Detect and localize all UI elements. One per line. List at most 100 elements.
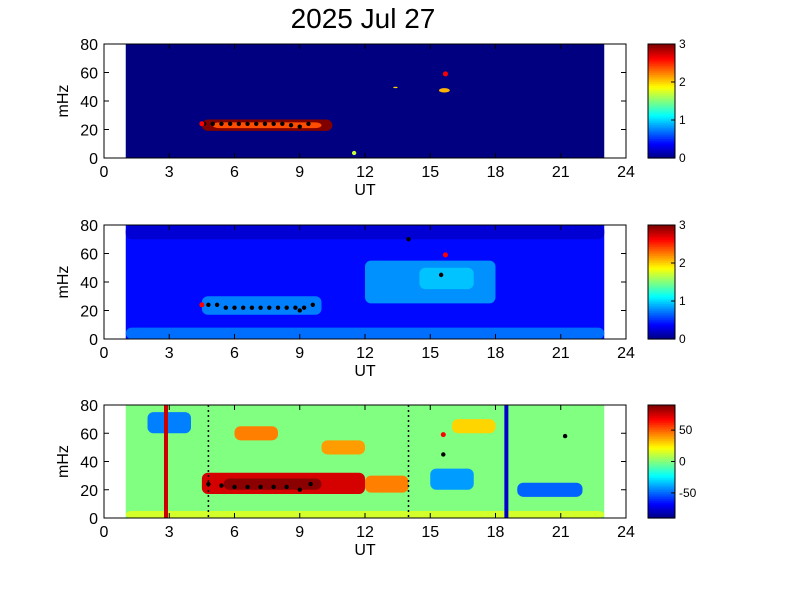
panel-2-colorbar-segment xyxy=(648,248,675,251)
panel-1-colorbar-segment xyxy=(648,115,675,118)
panel-2-marker-black xyxy=(275,305,281,310)
panel-3-colorbar-segment xyxy=(648,484,675,487)
panel-3-marker-black xyxy=(245,484,250,490)
panel-2-colorbar-segment xyxy=(648,299,675,303)
panel-3-colorbar-segment xyxy=(648,445,675,448)
panel-1-colorbar-segment xyxy=(648,63,675,66)
panel-2-colorbar-frame xyxy=(647,224,676,340)
panel-2-colorbar-segment xyxy=(648,258,675,262)
panel-2-colorbar-segment xyxy=(648,294,675,297)
panel-1-colorbar-segment xyxy=(648,117,675,120)
panel-2-colorbar-segment xyxy=(648,326,675,329)
panel-3-colorbar-segment xyxy=(648,454,675,457)
panel-2-colorbar-segment xyxy=(648,308,675,312)
panel-2-colorbar-segment xyxy=(648,225,675,228)
panel-1-colorbar-segment xyxy=(648,52,675,56)
panel-1-colorbar-segment xyxy=(648,149,675,152)
panel-3-colorbar-segment xyxy=(648,498,675,501)
panel-1-marker-black xyxy=(271,121,276,127)
panel-1-marker-red xyxy=(442,71,448,77)
panel-3-marker-black xyxy=(441,452,446,457)
panel-2-marker-red xyxy=(442,252,448,258)
panel-1-colorbar-frame xyxy=(647,43,676,159)
panel-1-colorbar-tick-label: 2 xyxy=(679,75,686,89)
panel-2-x-tick-label: 15 xyxy=(421,345,439,362)
panel-1-y-tick-label: 40 xyxy=(80,94,98,111)
panel-3-colorbar-segment xyxy=(648,412,675,415)
panel-2-heatmap-region xyxy=(125,327,605,339)
panel-3-colorbar-segment xyxy=(648,427,675,431)
panel-2-colorbar-segment xyxy=(648,285,675,288)
panel-1-x-axis-label: UT xyxy=(354,182,376,199)
panel-2-colorbar-segment xyxy=(648,296,675,299)
panel-2-colorbar-segment xyxy=(648,230,675,233)
panel-1-x-tick-label: 24 xyxy=(617,164,635,181)
panel-3-colorbar-segment xyxy=(648,443,675,447)
panel-2-colorbar-segment xyxy=(648,262,675,265)
panel-3-colorbar-segment xyxy=(648,466,675,470)
panel-3-colorbar-segment xyxy=(648,452,675,456)
panel-2-x-tick-label: 9 xyxy=(295,345,304,362)
panel-3-colorbar-segment xyxy=(648,493,675,496)
panel-3-colorbar-segment xyxy=(648,480,675,484)
panel-1-heatmap-region xyxy=(393,86,398,89)
panel-1-y-tick-label: 20 xyxy=(80,123,98,140)
panel-2-colorbar-segment xyxy=(648,264,675,267)
panel-1-colorbar-segment xyxy=(648,77,675,81)
panel-1-colorbar-segment xyxy=(648,154,675,157)
panel-1-colorbar-segment xyxy=(648,131,675,134)
panel-1-colorbar-segment xyxy=(648,120,675,123)
panel-3-heatmap-region xyxy=(365,475,409,493)
panel-1-colorbar-segment xyxy=(648,79,675,83)
panel-2-colorbar-segment xyxy=(648,274,675,278)
panel-1-x-tick-label: 3 xyxy=(165,164,174,181)
panel-2-y-tick-label: 80 xyxy=(80,218,98,235)
panel-1-colorbar-segment xyxy=(648,74,675,77)
panel-3-colorbar-segment xyxy=(648,457,675,461)
panel-3-x-tick-label: 12 xyxy=(356,524,374,541)
panel-1-x-tick-label: 0 xyxy=(100,164,109,181)
panel-2-marker-black xyxy=(438,272,444,278)
panel-2-marker-black xyxy=(293,305,298,310)
panel-3-colorbar-segment xyxy=(648,502,675,505)
panel-1-x-tick-label: 9 xyxy=(295,164,304,181)
panel-1-colorbar-segment xyxy=(648,109,675,113)
panel-2-colorbar-segment xyxy=(648,319,675,322)
panel-2-marker-black xyxy=(249,305,255,310)
panel-2-marker-black xyxy=(267,305,272,310)
panel-2-colorbar-segment xyxy=(648,283,675,287)
panel-3-colorbar-segment xyxy=(648,449,675,452)
panel-1-colorbar-segment xyxy=(648,47,675,50)
panel-3-y-tick-label: 40 xyxy=(80,455,98,472)
panel-2-colorbar-segment xyxy=(648,314,675,317)
panel-2-colorbar-segment xyxy=(648,242,675,246)
panel-2-x-tick-label: 0 xyxy=(100,345,109,362)
panel-2-colorbar-segment xyxy=(648,251,675,255)
panel-3-colorbar-segment xyxy=(648,431,675,434)
panel-1-colorbar-segment xyxy=(648,67,675,70)
panel-2-colorbar-segment xyxy=(648,306,675,310)
panel-3-colorbar-segment xyxy=(648,516,675,519)
panel-3-heatmap-background xyxy=(125,405,605,518)
panel-2-colorbar-segment xyxy=(648,322,675,326)
panel-1-colorbar-segment xyxy=(648,129,675,132)
panel-3-colorbar-segment xyxy=(648,463,675,466)
panel-2-colorbar-segment xyxy=(648,271,675,274)
panel-3-x-tick-label: 9 xyxy=(295,524,304,541)
panel-2-marker-black xyxy=(297,308,302,313)
panel-1-colorbar-segment xyxy=(648,81,675,84)
panel-1-colorbar-segment xyxy=(648,127,675,131)
panel-2-x-tick-label: 12 xyxy=(356,345,374,362)
panel-2-colorbar-segment xyxy=(648,239,675,242)
panel-3-colorbar-segment xyxy=(648,496,675,500)
panel-2-colorbar-segment xyxy=(648,269,675,272)
panel-3-marker-black xyxy=(219,483,224,488)
panel-1-colorbar-segment xyxy=(648,95,675,99)
panel-1-colorbar-segment xyxy=(648,56,675,59)
panel-3-colorbar-tick-label: 0 xyxy=(679,455,686,469)
panel-3-colorbar-segment xyxy=(648,438,675,441)
panel-3-colorbar-segment xyxy=(648,461,675,464)
panel-1-colorbar-segment xyxy=(648,106,675,109)
panel-2-colorbar-segment xyxy=(648,335,675,338)
